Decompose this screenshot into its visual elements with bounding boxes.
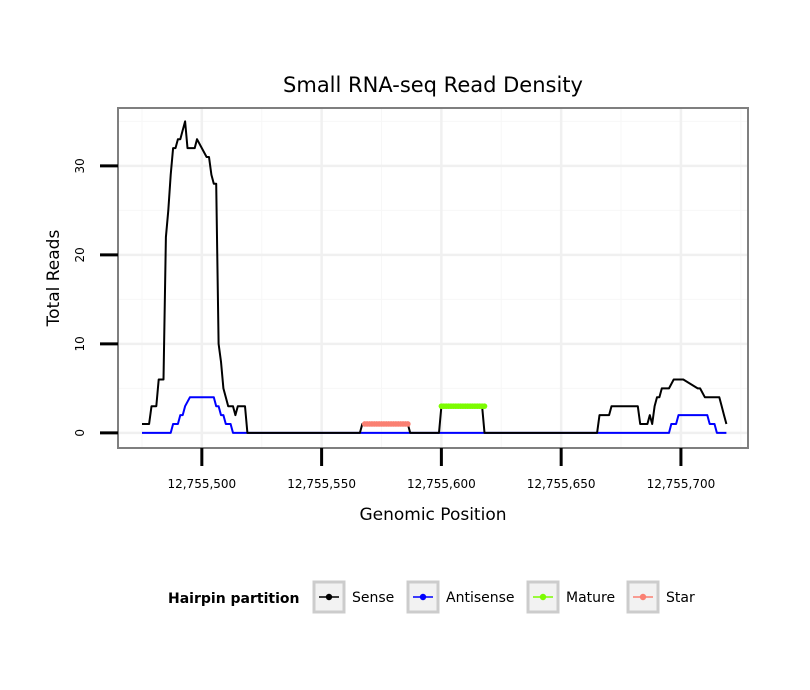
- legend: Hairpin partition Sense Antisense Mature St…: [168, 580, 695, 614]
- legend-key-point-antisense: [419, 593, 427, 601]
- x-axis-title: Genomic Position: [359, 505, 506, 525]
- legend-label-mature: Mature: [566, 590, 615, 606]
- legend-label-antisense: Antisense: [446, 590, 515, 606]
- y-axis-title: Total Reads: [44, 230, 64, 328]
- x-tick-label: 12,755,650: [527, 477, 596, 491]
- legend-key-point-star: [639, 593, 647, 601]
- x-tick-label: 12,755,700: [647, 477, 716, 491]
- series-line-sense: [142, 120, 728, 434]
- series-layer: [142, 120, 728, 434]
- legend-label-star: Star: [666, 590, 695, 606]
- legend-item-star: Star: [626, 580, 695, 614]
- y-tick-label: 20: [73, 247, 87, 262]
- legend-item-sense: Sense: [312, 580, 394, 614]
- legend-key-point-mature: [539, 593, 547, 601]
- y-tick-label: 10: [73, 336, 87, 351]
- y-tick-label: 0: [73, 429, 87, 437]
- y-tick-label: 30: [73, 158, 87, 173]
- x-tick-label: 12,755,600: [407, 477, 476, 491]
- x-tick-label: 12,755,550: [287, 477, 356, 491]
- legend-title: Hairpin partition: [168, 591, 299, 607]
- series-point-star: [405, 421, 411, 427]
- legend-label-sense: Sense: [352, 590, 394, 606]
- grid-lines: [118, 108, 748, 448]
- legend-key-point-sense: [325, 593, 333, 601]
- chart-title: Small RNA-seq Read Density: [283, 73, 583, 97]
- legend-item-antisense: Antisense: [406, 580, 515, 614]
- y-axis: 0 10 20 30: [73, 158, 118, 437]
- series-line-antisense: [142, 396, 727, 434]
- legend-item-mature: Mature: [526, 580, 615, 614]
- plot-panel-border: [117, 107, 749, 449]
- x-tick-label: 12,755,500: [167, 477, 236, 491]
- series-point-mature: [481, 403, 488, 409]
- x-axis: 12,755,500 12,755,550 12,755,600 12,755,650…: [167, 448, 715, 491]
